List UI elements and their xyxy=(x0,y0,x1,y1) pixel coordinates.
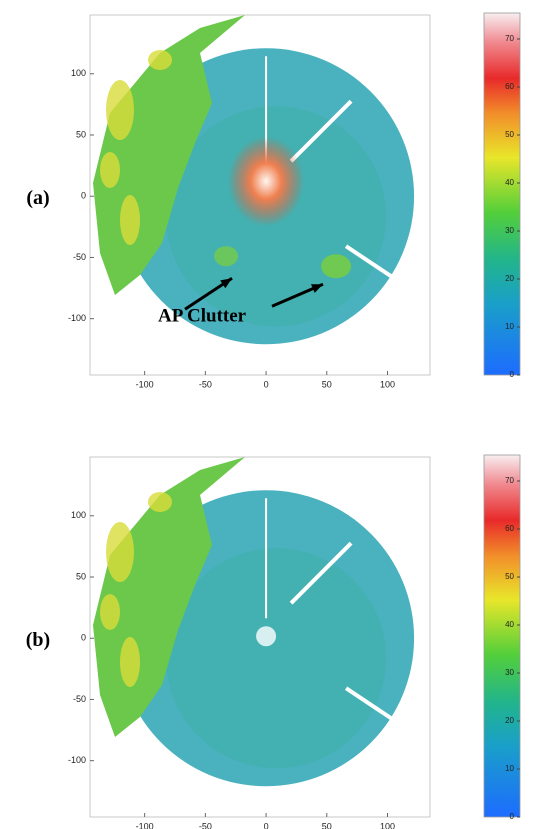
colorbar-tick-label: 60 xyxy=(505,524,514,533)
colorbar-tick-label: 20 xyxy=(505,716,514,725)
colorbar-tick-label: 10 xyxy=(505,764,514,773)
panel-label: (a) xyxy=(26,187,49,209)
precip-core xyxy=(148,492,172,512)
clutter-spot xyxy=(321,254,352,279)
x-tick-label: 100 xyxy=(380,821,395,829)
x-tick-label: -50 xyxy=(199,379,212,389)
precip-core xyxy=(100,152,120,188)
beam-block xyxy=(289,541,353,605)
colorbar-tick-label: 20 xyxy=(505,274,514,283)
colorbar-tick-label: 50 xyxy=(505,572,514,581)
panel: -100 -50 0 50 100 100 50 0 -50 -100 0 10 20 30 40 50 60 7… xyxy=(26,454,521,829)
precip-core xyxy=(106,80,134,140)
colorbar-tick-label: 40 xyxy=(505,178,514,187)
arrow-head xyxy=(220,278,232,289)
x-tick-label: -100 xyxy=(136,821,154,829)
colorbar-tick-label: 0 xyxy=(510,812,515,821)
clutter-core xyxy=(228,136,305,227)
y-tick-label: 50 xyxy=(76,129,86,139)
arrow-head xyxy=(311,284,323,293)
beam-block xyxy=(344,244,393,278)
colorbar-tick-label: 0 xyxy=(510,370,515,379)
x-tick-label: 100 xyxy=(380,379,395,389)
x-tick-label: 50 xyxy=(322,821,332,829)
x-tick-label: -50 xyxy=(199,821,212,829)
precip-core xyxy=(100,594,120,630)
colorbar-tick-label: 30 xyxy=(505,226,514,235)
colorbar xyxy=(483,12,521,376)
y-tick-label: 0 xyxy=(81,191,86,201)
x-tick-label: 50 xyxy=(322,379,332,389)
y-tick-label: 100 xyxy=(71,510,86,520)
radar-field-inner xyxy=(166,548,387,769)
colorbar-tick-label: 10 xyxy=(505,322,514,331)
clutter-spot xyxy=(214,246,239,267)
precip-core xyxy=(120,195,140,245)
y-tick-label: 50 xyxy=(76,571,86,581)
colorbar-tick-label: 70 xyxy=(505,476,514,485)
colorbar xyxy=(483,454,521,818)
center-noise xyxy=(256,626,277,647)
y-tick-label: -100 xyxy=(68,755,86,765)
annotation: AP Clutter xyxy=(158,306,247,327)
precip-core xyxy=(148,50,172,70)
y-tick-label: -50 xyxy=(73,694,86,704)
colorbar-tick-label: 30 xyxy=(505,668,514,677)
beam-block xyxy=(289,99,353,163)
beam-block xyxy=(344,686,393,720)
colorbar-tick-label: 50 xyxy=(505,130,514,139)
panel-label: (b) xyxy=(26,629,50,651)
precip-core xyxy=(120,637,140,687)
y-tick-label: -50 xyxy=(73,252,86,262)
precip-core xyxy=(106,522,134,582)
x-tick-label: 0 xyxy=(264,379,269,389)
y-tick-label: 100 xyxy=(71,68,86,78)
y-tick-label: 0 xyxy=(81,633,86,643)
panel: -100 -50 0 50 100 100 50 0 -50 -100 0 10 20 30 40 50 60 7… xyxy=(26,12,521,389)
x-tick-label: 0 xyxy=(264,821,269,829)
x-tick-label: -100 xyxy=(136,379,154,389)
y-tick-label: -100 xyxy=(68,313,86,323)
colorbar-tick-label: 70 xyxy=(505,34,514,43)
colorbar-tick-label: 40 xyxy=(505,620,514,629)
colorbar-tick-label: 60 xyxy=(505,82,514,91)
